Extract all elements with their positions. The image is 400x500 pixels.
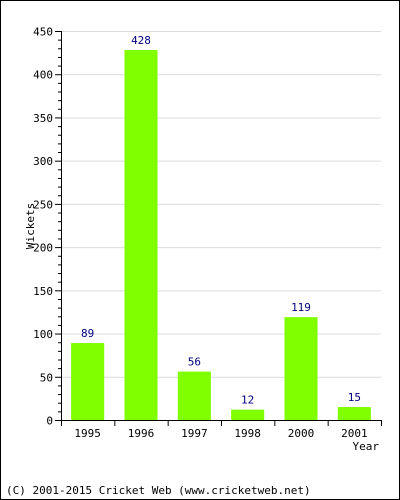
y-tick-label-400: 400: [33, 69, 53, 82]
x-tick-label-1997: 1997: [181, 427, 208, 440]
x-tick-label-2001: 2001: [341, 427, 368, 440]
x-tick-label-2000: 2000: [288, 427, 315, 440]
axes: [61, 31, 381, 421]
bar-1996: [124, 50, 158, 421]
y-tick-label-300: 300: [33, 155, 53, 168]
copyright-footer: (C) 2001-2015 Cricket Web (www.cricketwe…: [6, 484, 311, 497]
y-tick-label-200: 200: [33, 242, 53, 255]
y-tick-label-0: 0: [46, 415, 53, 428]
y-ticks: 0 50 100 150 200 250 300 350 400 450: [33, 26, 61, 428]
bar-2000: [284, 317, 318, 420]
data-label-1995: 89: [81, 327, 94, 340]
grid-lines: [61, 31, 381, 378]
y-axis-label: Wickets: [24, 203, 37, 249]
data-labels: 89 428 56 12 119 15: [81, 34, 361, 407]
y-tick-label-100: 100: [33, 328, 53, 341]
bar-2001: [337, 407, 371, 420]
x-tick-label-1995: 1995: [74, 427, 101, 440]
x-tick-label-1996: 1996: [128, 427, 155, 440]
y-tick-label-350: 350: [33, 112, 53, 125]
y-tick-label-250: 250: [33, 198, 53, 211]
x-axis-label: Year: [353, 440, 380, 453]
y-tick-label-50: 50: [40, 371, 53, 384]
data-label-2000: 119: [291, 301, 311, 314]
data-label-1997: 56: [188, 356, 201, 369]
data-label-1996: 428: [131, 34, 151, 47]
x-tick-label-1998: 1998: [234, 427, 261, 440]
bar-1998: [231, 409, 265, 420]
bar-1995: [71, 343, 105, 420]
data-label-2001: 15: [348, 391, 361, 404]
bars: [71, 50, 371, 421]
x-ticks: 1995 1996 1997 1998 2000 2001: [61, 420, 382, 440]
bar-1997: [177, 371, 211, 420]
data-label-1998: 12: [241, 394, 254, 407]
y-tick-label-450: 450: [33, 26, 53, 39]
y-tick-label-150: 150: [33, 285, 53, 298]
